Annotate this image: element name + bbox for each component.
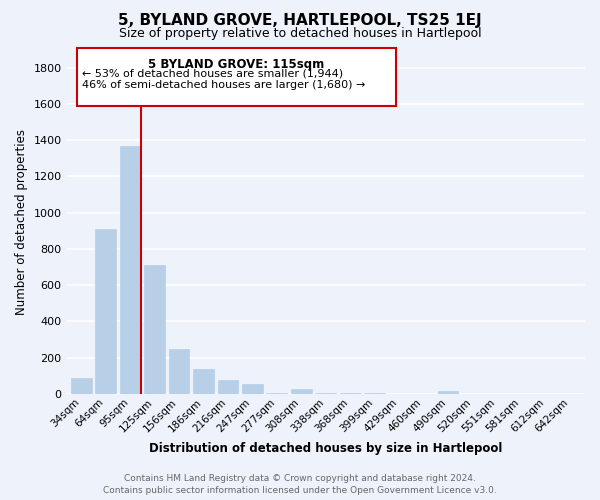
- Bar: [291, 388, 312, 394]
- Bar: [193, 368, 214, 394]
- Bar: [144, 266, 165, 394]
- FancyBboxPatch shape: [77, 48, 396, 106]
- Bar: [266, 393, 287, 394]
- Bar: [437, 392, 458, 394]
- Bar: [340, 393, 361, 394]
- Bar: [316, 393, 336, 394]
- Text: 5 BYLAND GROVE: 115sqm: 5 BYLAND GROVE: 115sqm: [148, 58, 325, 71]
- Bar: [242, 384, 263, 394]
- Bar: [120, 146, 140, 394]
- Bar: [364, 393, 385, 394]
- Bar: [95, 229, 116, 394]
- Text: 5, BYLAND GROVE, HARTLEPOOL, TS25 1EJ: 5, BYLAND GROVE, HARTLEPOOL, TS25 1EJ: [118, 12, 482, 28]
- Text: ← 53% of detached houses are smaller (1,944): ← 53% of detached houses are smaller (1,…: [82, 68, 343, 78]
- Text: 46% of semi-detached houses are larger (1,680) →: 46% of semi-detached houses are larger (…: [82, 80, 365, 90]
- X-axis label: Distribution of detached houses by size in Hartlepool: Distribution of detached houses by size …: [149, 442, 502, 455]
- Bar: [71, 378, 92, 394]
- Text: Contains HM Land Registry data © Crown copyright and database right 2024.
Contai: Contains HM Land Registry data © Crown c…: [103, 474, 497, 495]
- Y-axis label: Number of detached properties: Number of detached properties: [15, 128, 28, 314]
- Text: Size of property relative to detached houses in Hartlepool: Size of property relative to detached ho…: [119, 28, 481, 40]
- Bar: [218, 380, 238, 394]
- Bar: [169, 348, 190, 394]
